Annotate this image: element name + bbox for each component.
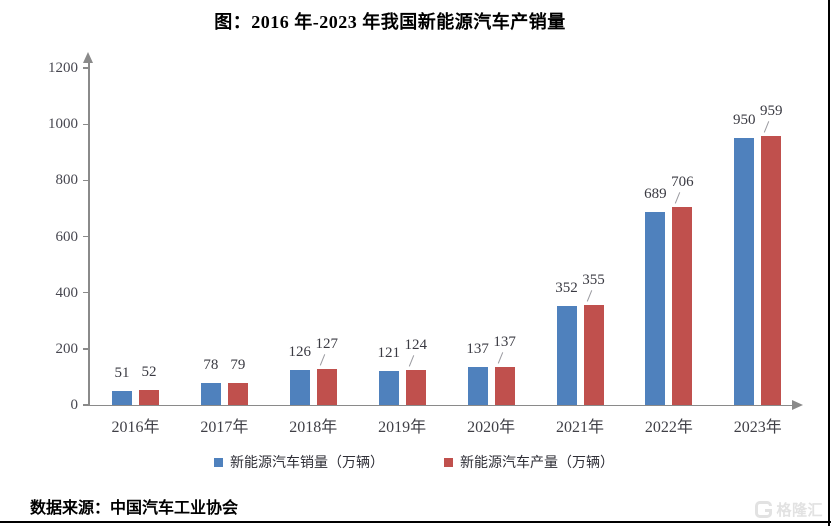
y-tick-label: 1000 (48, 116, 78, 133)
table-border-bottom (0, 521, 831, 523)
x-axis-arrow-icon (792, 399, 803, 410)
chart-title: 图：2016 年-2023 年我国新能源汽车产销量 (214, 12, 566, 32)
production-value-label: 706 (671, 173, 694, 190)
legend: 新能源汽车销量（万辆） 新能源汽车产量（万辆） (0, 452, 828, 472)
production-bar (227, 382, 248, 405)
y-tick-label: 0 (70, 397, 79, 413)
production-bar (405, 370, 426, 405)
production-bar (494, 366, 515, 405)
y-tick-mark (82, 404, 88, 406)
production-value-label: 137 (493, 333, 516, 350)
production-value-label: 127 (315, 336, 339, 353)
x-axis-label: 2020年 (467, 419, 516, 436)
sales-value-label: 121 (377, 345, 400, 362)
sales-value-label: 689 (644, 185, 667, 202)
sales-value-label: 51 (114, 364, 130, 381)
y-tick-mark (82, 123, 88, 125)
sales-bar (467, 366, 488, 405)
x-axis-label: 2018年 (289, 419, 338, 436)
production-bar (139, 390, 159, 405)
y-tick-mark (82, 348, 88, 350)
y-tick-label: 600 (55, 228, 79, 245)
y-tick-label: 1200 (48, 60, 78, 76)
sales-bar (200, 383, 221, 405)
production-bar (672, 206, 693, 405)
production-value-label: 355 (582, 272, 605, 289)
y-tick-mark (82, 179, 88, 182)
production-value-label: 79 (230, 356, 246, 373)
legend-item-production: 新能源汽车产量（万辆） (444, 452, 614, 472)
sales-bar (289, 369, 310, 405)
production-value-label: 959 (760, 102, 783, 119)
x-axis-label: 2021年 (555, 419, 604, 436)
y-tick-label: 400 (55, 284, 79, 301)
y-axis-line (88, 60, 90, 405)
watermark-text: 格隆汇 (776, 502, 823, 519)
sales-value-label: 126 (288, 343, 312, 360)
sales-value-label: 950 (733, 112, 756, 129)
x-axis-label: 2016年 (111, 419, 160, 436)
sales-value-label: 352 (555, 280, 578, 297)
sales-value-label: 137 (466, 340, 489, 357)
legend-item-sales: 新能源汽车销量（万辆） (214, 452, 384, 472)
y-tick-label: 800 (55, 172, 79, 189)
y-axis-arrow-icon (83, 52, 94, 63)
y-tick-mark (82, 235, 88, 238)
watermark: 格隆汇 (755, 499, 823, 520)
sales-bar (556, 306, 577, 405)
sales-bar (112, 390, 132, 405)
sales-bar (645, 211, 666, 405)
production-swatch-icon (444, 457, 453, 467)
sales-value-label: 78 (203, 357, 219, 374)
production-bar (761, 135, 782, 405)
sales-swatch-icon (214, 457, 223, 467)
production-bar (316, 369, 337, 405)
legend-label-production: 新能源汽车产量（万辆） (460, 456, 614, 471)
x-axis-label: 2019年 (378, 419, 427, 436)
production-bar (583, 305, 604, 405)
x-axis-line (88, 404, 793, 406)
x-axis-label: 2017年 (200, 419, 249, 436)
table-border-right (828, 0, 830, 526)
x-axis-label: 2022年 (644, 419, 693, 436)
production-value-label: 52 (141, 364, 157, 381)
legend-label-sales: 新能源汽车销量（万辆） (230, 456, 384, 471)
y-tick-label: 200 (55, 340, 79, 357)
production-value-label: 124 (404, 337, 427, 354)
sales-bar (378, 371, 399, 405)
y-tick-mark (82, 67, 88, 69)
y-tick-mark (82, 292, 88, 294)
x-axis-label: 2023年 (733, 419, 782, 436)
source-text: 数据来源：中国汽车工业协会 (30, 500, 239, 517)
gelonghui-logo-icon (755, 501, 773, 518)
sales-bar (734, 138, 755, 405)
